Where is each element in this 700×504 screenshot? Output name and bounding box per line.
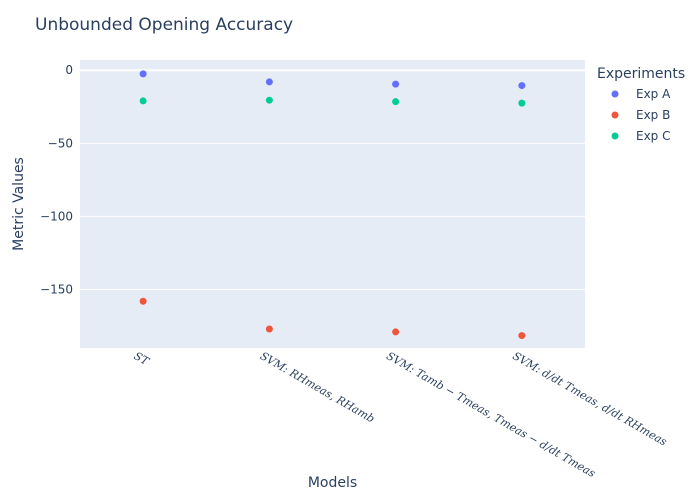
legend-marker [611, 111, 619, 119]
y-tick-label: −150 [40, 283, 73, 297]
legend-marker [611, 132, 619, 140]
gridlines [80, 69, 585, 291]
x-tick-label: ST [132, 349, 153, 369]
legend-title: Experiments [597, 66, 685, 82]
y-tick-label: −100 [40, 209, 73, 223]
point-exp-b-1[interactable] [265, 325, 273, 333]
data-points [139, 70, 526, 340]
legend-marker [611, 90, 619, 98]
point-exp-c-2[interactable] [392, 98, 400, 106]
x-axis-title: Models [308, 475, 357, 491]
y-axis-ticks: 0 −50 −100 −150 [40, 63, 73, 296]
legend-item-label[interactable]: Exp C [636, 129, 671, 143]
y-axis-title: Metric Values [11, 157, 27, 251]
point-exp-a-3[interactable] [518, 82, 526, 90]
point-exp-c-0[interactable] [139, 97, 147, 105]
x-tick-label: SVM: Tamb − Tmeas, Tmeas − d/dt Tmeas [384, 349, 598, 480]
point-exp-c-3[interactable] [518, 99, 526, 107]
point-exp-a-1[interactable] [265, 78, 273, 86]
point-exp-a-2[interactable] [392, 80, 400, 88]
legend[interactable]: Experiments Exp A Exp B Exp C [597, 66, 685, 143]
chart-title: Unbounded Opening Accuracy [35, 15, 293, 35]
point-exp-b-2[interactable] [392, 328, 400, 336]
x-tick-label: SVM: RHmeas, RHamb [258, 349, 377, 425]
plot-area [80, 60, 585, 348]
x-axis-ticks: ST SVM: RHmeas, RHamb SVM: Tamb − Tmeas, T… [132, 349, 670, 480]
point-exp-a-0[interactable] [139, 70, 147, 78]
point-exp-b-3[interactable] [518, 332, 526, 340]
point-exp-c-1[interactable] [265, 96, 273, 104]
y-tick-label: 0 [65, 63, 73, 77]
y-tick-label: −50 [48, 136, 73, 150]
legend-item-label[interactable]: Exp B [636, 108, 670, 122]
point-exp-b-0[interactable] [139, 297, 147, 305]
legend-item-label[interactable]: Exp A [636, 87, 671, 101]
